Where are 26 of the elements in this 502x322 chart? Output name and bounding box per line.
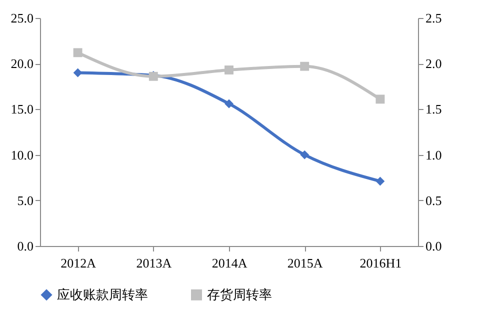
point (300, 62, 310, 71)
y2-tick-label: 1.0 (426, 147, 442, 162)
y2-tick-label: 0.0 (426, 238, 442, 254)
x-tick-label: 2016H1 (360, 256, 402, 270)
point (376, 94, 385, 104)
y-tick-label: 20.0 (10, 56, 34, 72)
point (73, 48, 82, 58)
x-tick-label: 2013A (136, 256, 172, 270)
x-tick-label: 2012A (60, 256, 97, 270)
point (224, 66, 234, 74)
y2-tick-label: 2.5 (426, 10, 442, 26)
point (300, 150, 310, 160)
y2-tick-label: 0.5 (426, 192, 442, 208)
legend-label: 存货周转率 (207, 286, 272, 302)
legend-label: 应收账款周转率 (57, 286, 148, 302)
y-tick-label: 5.0 (17, 192, 34, 208)
y-tick-label: 25.0 (10, 10, 34, 26)
y-tick-label: 0.0 (17, 238, 34, 254)
x-tick-label: 2014A (212, 256, 248, 270)
y-tick-label: 15.0 (10, 102, 34, 117)
y-tick-label: 10.0 (10, 147, 34, 162)
y2-tick-label: 1.5 (426, 102, 442, 117)
y2-tick-label: 2.0 (426, 56, 442, 72)
point (224, 99, 234, 108)
point (376, 176, 385, 186)
x-tick-label: 2015A (287, 256, 324, 270)
